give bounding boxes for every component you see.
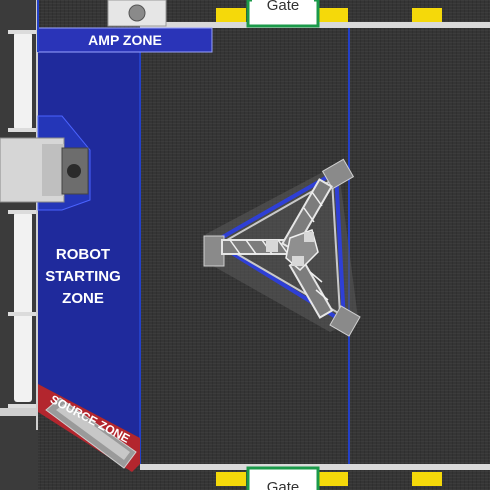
left-rail-post-2 — [8, 128, 36, 132]
left-wall-bottom-block — [0, 408, 36, 416]
stage-outline — [210, 168, 347, 326]
stage-arm-left — [221, 239, 293, 255]
stage-structure — [203, 158, 361, 337]
stage-hub-box-1 — [292, 256, 304, 266]
left-rail-upper — [14, 32, 32, 130]
left-rail-lower — [14, 212, 32, 402]
robot-starting-zone-label: ROBOT STARTING ZONE — [45, 246, 121, 307]
bottom-bumper-1 — [216, 472, 246, 486]
top-bumper-1 — [216, 8, 246, 22]
gate-bottom-label: Gate — [252, 478, 314, 490]
truss-line-4 — [277, 239, 289, 255]
stage-hub-box-2 — [304, 232, 314, 242]
truss-line-2 — [245, 239, 257, 255]
top-bumper-3 — [412, 8, 442, 22]
amp-opening — [128, 4, 146, 22]
truss-line-5 — [311, 191, 323, 207]
stage-outline-inner — [218, 178, 342, 316]
truss-line-7 — [309, 271, 323, 283]
truss-line-6 — [303, 207, 315, 223]
left-rail-post-4 — [8, 312, 36, 316]
left-rail-post-3 — [8, 210, 36, 214]
source-chute-inner — [56, 404, 130, 460]
stage-bottom-post — [329, 305, 361, 337]
speaker-panel — [42, 144, 64, 196]
stage-top-post — [321, 158, 355, 190]
amp-zone-label: AMP ZONE — [88, 32, 162, 48]
bottom-bumper-2 — [318, 472, 348, 486]
truss-line-8 — [315, 289, 329, 301]
truss-line-1 — [229, 239, 241, 255]
gate-top-label: Gate — [252, 0, 314, 16]
left-rail-post-1 — [8, 30, 36, 34]
stage-hub-box-3 — [266, 240, 278, 252]
top-bumper-2 — [318, 8, 348, 22]
speaker-lens — [67, 164, 81, 178]
left-rail-post-5 — [8, 404, 36, 408]
bottom-bumper-3 — [412, 472, 442, 486]
